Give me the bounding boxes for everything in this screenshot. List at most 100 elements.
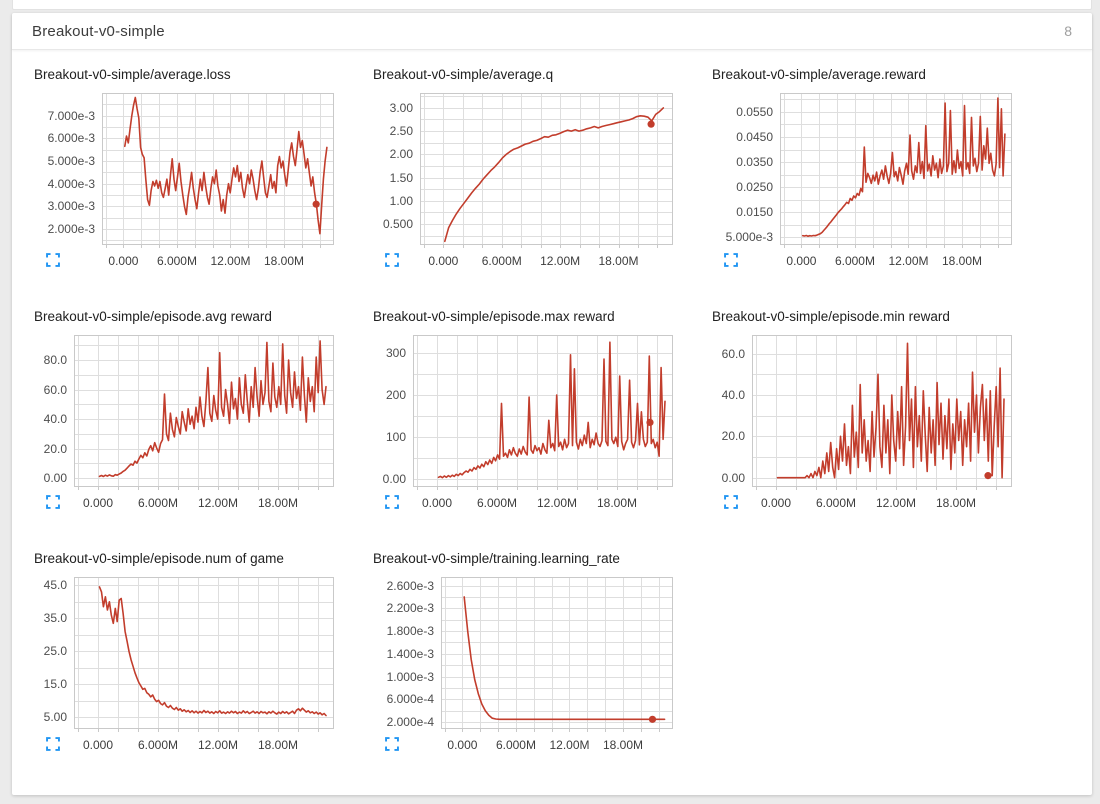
series-line [98, 586, 327, 717]
fullscreen-icon[interactable] [724, 495, 738, 509]
y-tick-label: 0.00 [43, 471, 67, 486]
chart-title: Breakout-v0-simple/episode.num of game [34, 551, 284, 566]
chart-plot[interactable] [413, 335, 673, 491]
chart-footer: 0.000 6.000M 12.00M 18.00M [371, 494, 673, 512]
chart-title: Breakout-v0-simple/training.learning_rat… [373, 551, 620, 566]
series-line [776, 342, 1005, 479]
x-tick-label: 0.000 [786, 254, 817, 268]
x-tick-label: 18.00M [264, 254, 305, 268]
fullscreen-icon[interactable] [46, 253, 60, 267]
run-section-header[interactable]: Breakout-v0-simple 8 [12, 13, 1092, 50]
x-tick-label: 6.000M [815, 496, 857, 510]
x-axis-labels: 0.000 6.000M 12.00M 18.00M [752, 494, 1012, 512]
series-line [437, 341, 666, 479]
footer-spacer [371, 252, 420, 270]
y-tick-label: 20.0 [721, 429, 745, 444]
x-tick-label: 12.00M [875, 496, 917, 510]
x-axis-labels: 0.000 6.000M 12.00M 18.00M [413, 494, 673, 512]
plot-svg [752, 335, 1012, 490]
y-tick-label: 6.000e-4 [386, 692, 434, 707]
y-tick-label: 2.50 [389, 124, 413, 139]
plot-svg [102, 93, 334, 248]
x-tick-label: 18.00M [257, 496, 299, 510]
y-tick-label: 0.0350 [736, 155, 773, 170]
x-tick-label: 6.000M [495, 738, 536, 752]
footer-spacer [371, 494, 413, 512]
y-tick-label: 2.000e-4 [386, 715, 434, 730]
y-tick-label: 6.000e-3 [47, 131, 95, 146]
chart-plot[interactable] [74, 577, 334, 733]
chart-body: 80.0 60.0 40.0 20.0 0.00 [32, 335, 334, 491]
plot-svg [74, 335, 334, 490]
x-tick-label: 6.000M [156, 254, 197, 268]
y-tick-label: 2.600e-3 [386, 578, 434, 593]
x-tick-label: 18.00M [603, 738, 644, 752]
chart-body: 60.0 40.0 20.0 0.00 [710, 335, 1012, 491]
chart-footer: 0.000 6.000M 12.00M 18.00M [32, 252, 334, 270]
fullscreen-icon[interactable] [724, 253, 738, 267]
chart-plot[interactable] [752, 335, 1012, 491]
run-section-card: Breakout-v0-simple 8 Breakout-v0-simple/… [12, 13, 1092, 795]
chart-plot[interactable] [420, 93, 673, 249]
run-section-title: Breakout-v0-simple [32, 22, 165, 40]
y-tick-label: 1.50 [389, 170, 413, 185]
x-axis-labels: 0.000 6.000M 12.00M 18.00M [420, 252, 673, 270]
footer-spacer [371, 736, 441, 754]
y-tick-label: 3.000e-3 [47, 199, 95, 214]
y-tick-label: 2.00 [389, 147, 413, 162]
x-tick-label: 0.000 [428, 254, 459, 268]
series-line [463, 596, 666, 721]
y-tick-label: 80.0 [43, 353, 67, 368]
x-axis-labels: 0.000 6.000M 12.00M 18.00M [102, 252, 334, 270]
y-tick-label: 40.0 [43, 412, 67, 427]
chart-footer: 0.000 6.000M 12.00M 18.00M [32, 494, 334, 512]
x-axis-labels: 0.000 6.000M 12.00M 18.00M [74, 494, 334, 512]
chart-plot[interactable] [441, 577, 673, 733]
chart-plot[interactable] [102, 93, 334, 249]
x-tick-label: 12.00M [536, 496, 578, 510]
y-tick-label: 60.0 [721, 346, 745, 361]
y-tick-label: 100 [385, 430, 406, 445]
y-tick-label: 1.800e-3 [386, 624, 434, 639]
fullscreen-icon[interactable] [46, 737, 60, 751]
chart-title: Breakout-v0-simple/episode.max reward [373, 309, 615, 324]
x-tick-label: 18.00M [598, 254, 639, 268]
chart-title: Breakout-v0-simple/average.q [373, 67, 554, 82]
x-tick-label: 12.00M [549, 738, 590, 752]
chart-footer: 0.000 6.000M 12.00M 18.00M [371, 736, 673, 754]
plot-svg [420, 93, 673, 248]
chart-card: Breakout-v0-simple/episode.min reward 60.… [710, 308, 1012, 512]
x-tick-label: 18.00M [596, 496, 638, 510]
y-tick-label: 45.0 [43, 578, 67, 593]
plot-svg [780, 93, 1012, 248]
y-tick-label: 5.000e-3 [725, 230, 773, 245]
chart-title: Breakout-v0-simple/episode.avg reward [34, 309, 272, 324]
fullscreen-icon[interactable] [385, 495, 399, 509]
chart-body: 7.000e-3 6.000e-3 5.000e-3 4.000e-3 3.000e-3… [32, 93, 334, 249]
charts-grid: Breakout-v0-simple/average.loss 7.000e-3 6… [12, 50, 1092, 754]
chart-card: Breakout-v0-simple/training.learning_rat… [371, 550, 673, 754]
y-tick-label: 5.00 [43, 710, 67, 725]
fullscreen-icon[interactable] [385, 737, 399, 751]
y-axis-labels: 3.00 2.50 2.00 1.50 1.00 0.500 [371, 93, 420, 245]
x-tick-label: 18.00M [942, 254, 983, 268]
chart-plot[interactable] [74, 335, 334, 491]
fullscreen-icon[interactable] [46, 495, 60, 509]
footer-spacer [32, 736, 74, 754]
x-tick-label: 18.00M [935, 496, 977, 510]
y-tick-label: 0.00 [721, 470, 745, 485]
y-tick-label: 40.0 [721, 387, 745, 402]
x-tick-label: 0.000 [760, 496, 792, 510]
run-chart-count-badge: 8 [1064, 23, 1072, 39]
y-tick-label: 0.0250 [736, 180, 773, 195]
y-tick-label: 60.0 [43, 382, 67, 397]
x-axis-labels: 0.000 6.000M 12.00M 18.00M [74, 736, 334, 754]
footer-spacer [32, 494, 74, 512]
x-tick-label: 12.00M [210, 254, 251, 268]
x-tick-label: 6.000M [137, 738, 179, 752]
current-step-dot [312, 200, 320, 208]
fullscreen-icon[interactable] [385, 253, 399, 267]
chart-plot[interactable] [780, 93, 1012, 249]
series-line [801, 97, 1006, 237]
current-step-dot [646, 418, 654, 426]
